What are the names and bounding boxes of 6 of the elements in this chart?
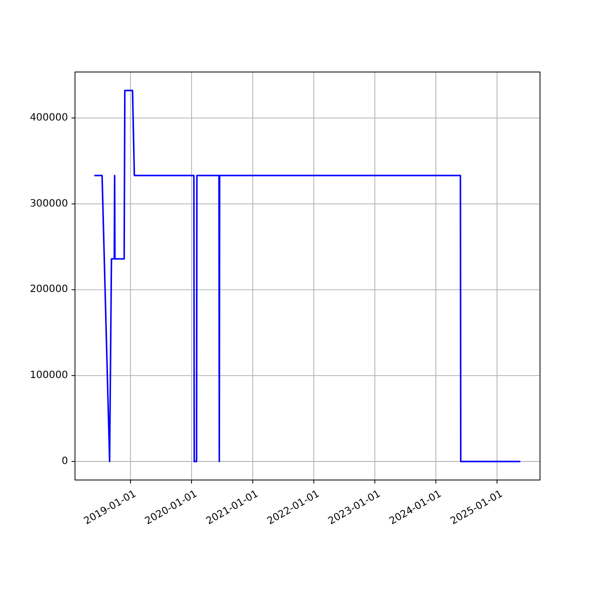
y-tick-label: 0	[62, 456, 68, 467]
y-tick-label: 200000	[30, 284, 68, 296]
y-tick-label: 400000	[30, 112, 68, 124]
line-series	[94, 90, 521, 462]
y-tick-label: 300000	[30, 198, 68, 210]
y-tick-label: 100000	[30, 370, 68, 382]
